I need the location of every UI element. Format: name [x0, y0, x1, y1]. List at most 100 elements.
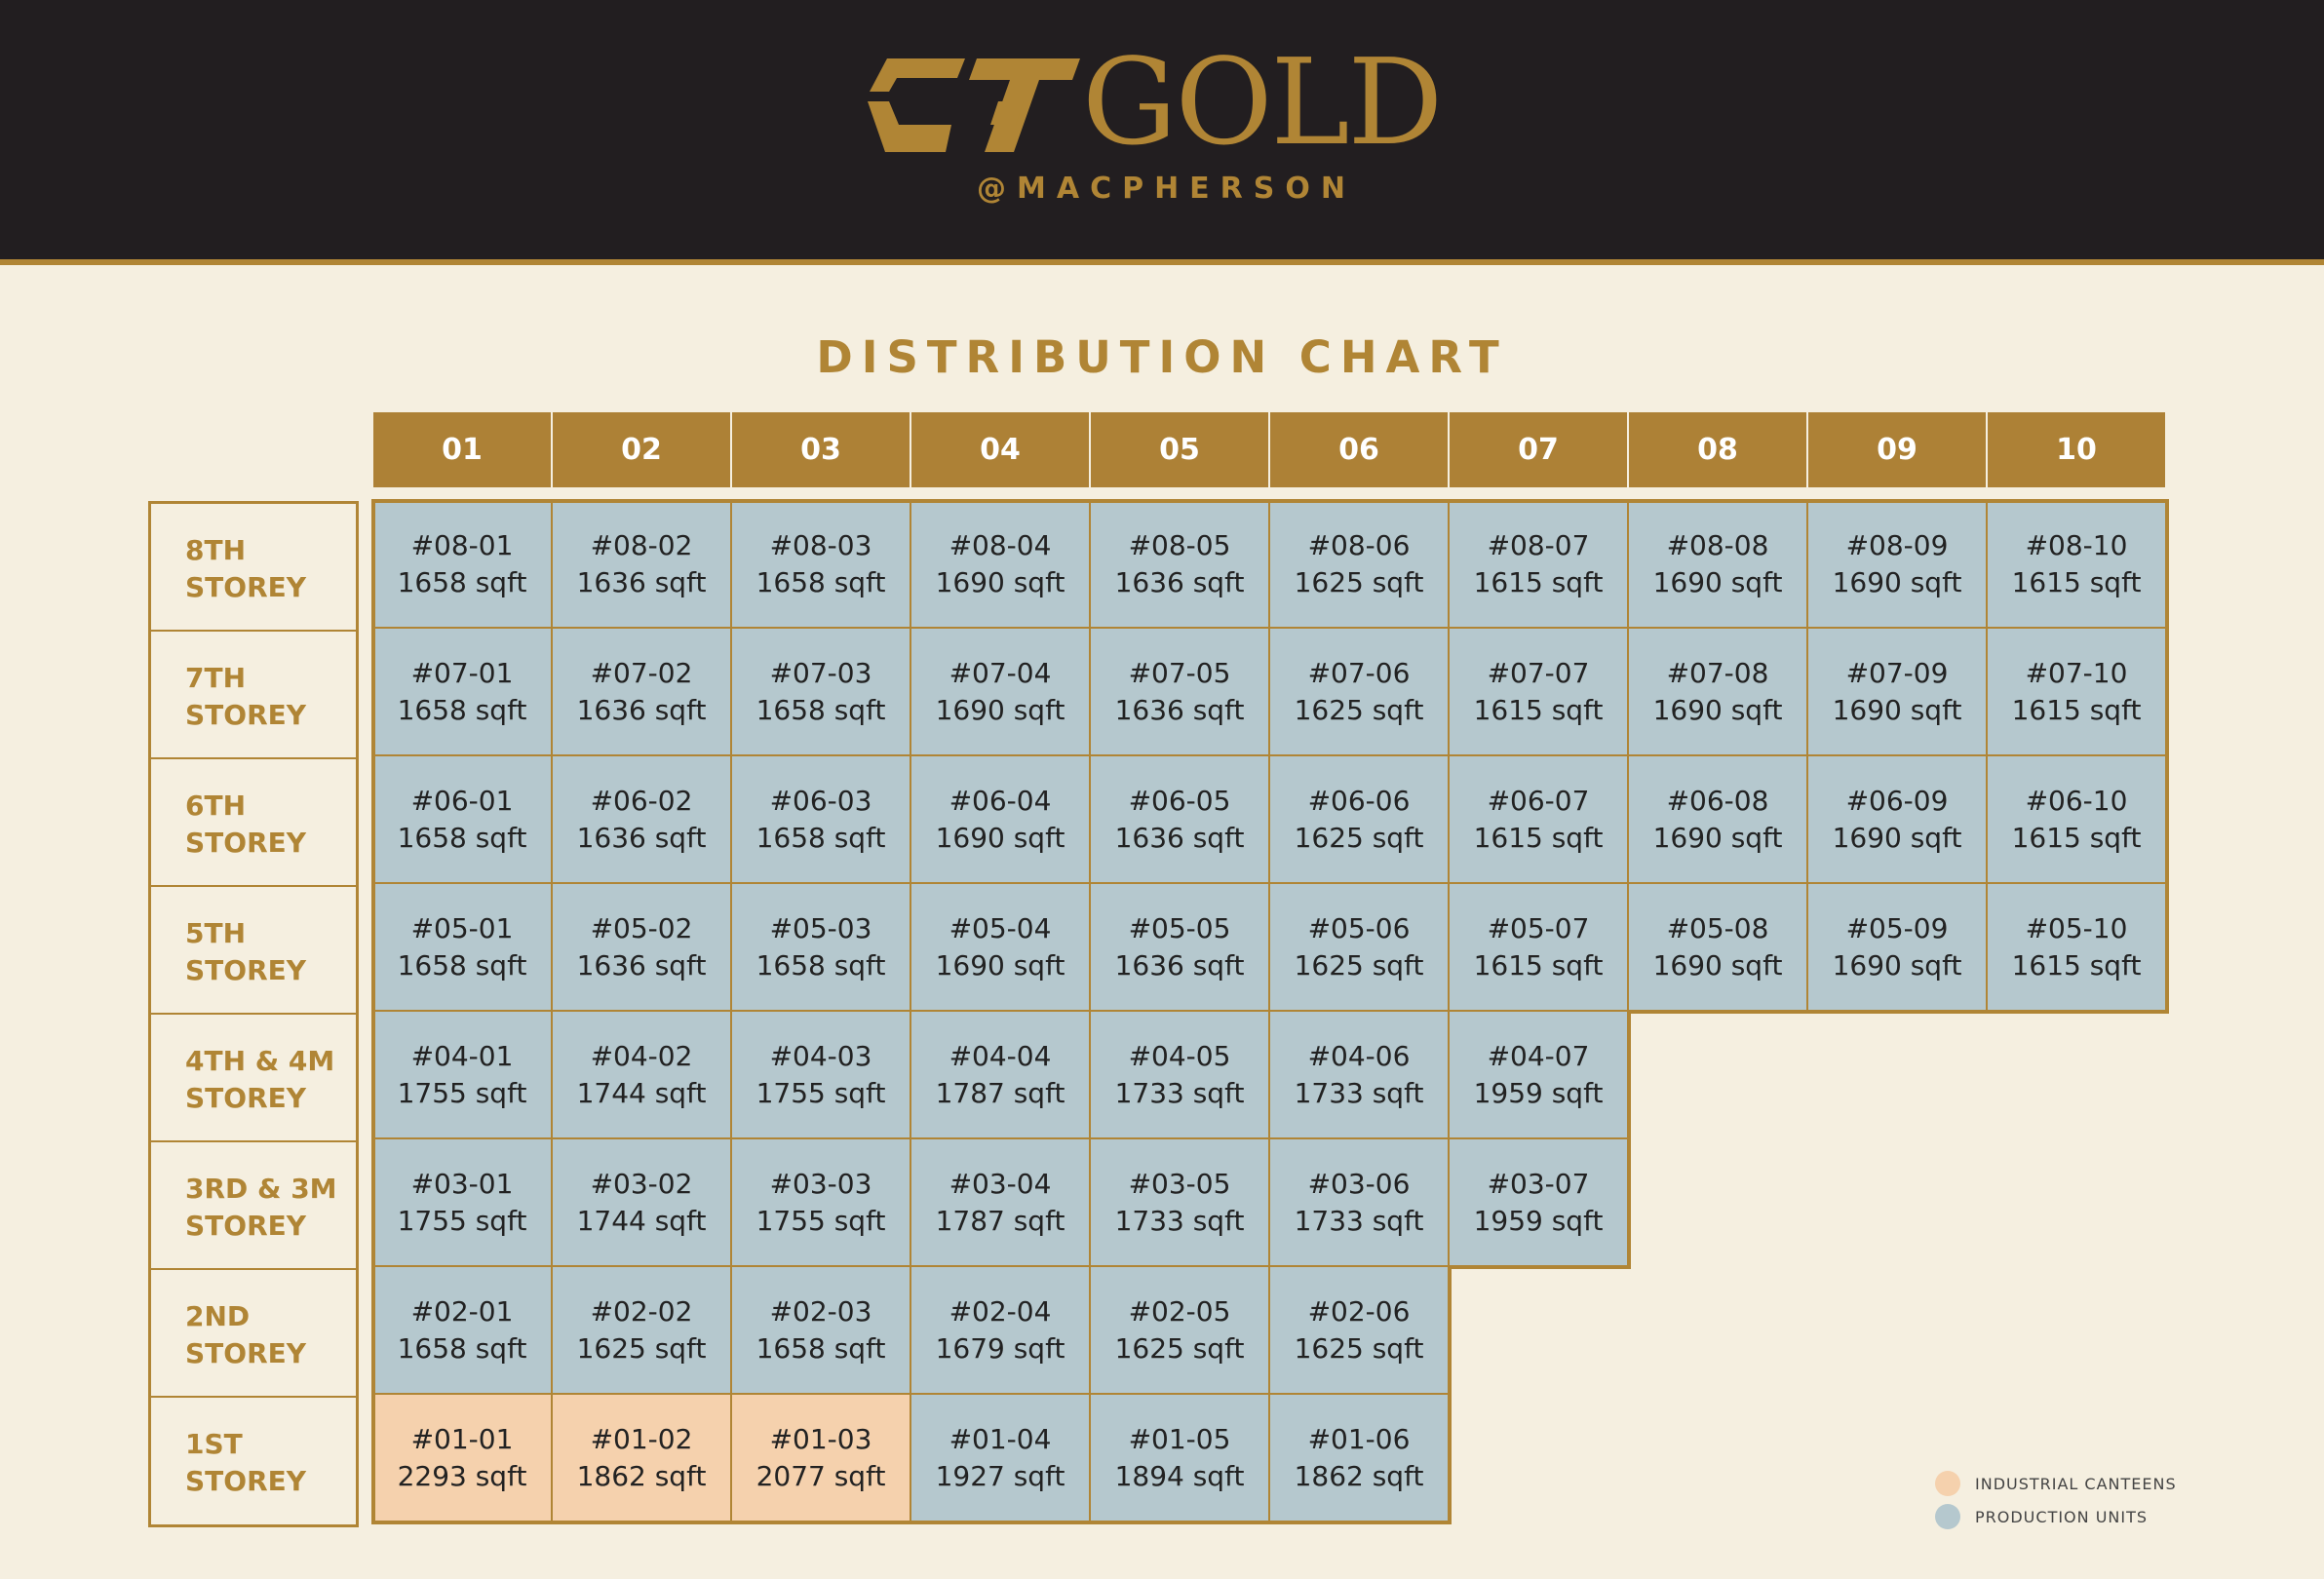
unit-cell: #07-04 1690 sqft	[911, 629, 1091, 756]
storey-label-line: 2ND	[185, 1300, 251, 1332]
unit-size: 1636 sqft	[576, 565, 707, 598]
column-header-05: 05	[1091, 412, 1268, 487]
unit-size: 1615 sqft	[2011, 821, 2142, 854]
unit-cell: #03-04 1787 sqft	[911, 1139, 1091, 1267]
unit-number: #01-01	[410, 1422, 514, 1455]
unit-size: 1690 sqft	[1832, 948, 1962, 982]
unit-number: #05-06	[1307, 911, 1411, 944]
storey-label-line: 1ST	[185, 1428, 243, 1460]
unit-number: #06-02	[590, 784, 693, 817]
unit-number: #02-06	[1307, 1294, 1411, 1328]
unit-size: 1862 sqft	[576, 1459, 707, 1492]
storey-label-line: STOREY	[185, 1465, 307, 1497]
unit-cell: #01-04 1927 sqft	[911, 1395, 1091, 1522]
brand-subtitle: @MACPHERSON	[977, 172, 1356, 206]
storey-label-line: STOREY	[185, 827, 307, 859]
unit-cell: #08-06 1625 sqft	[1270, 501, 1450, 629]
unit-number: #07-03	[769, 656, 872, 689]
unit-number: #07-02	[590, 656, 693, 689]
unit-size: 1615 sqft	[2011, 693, 2142, 726]
unit-number: #06-05	[1128, 784, 1231, 817]
unit-size: 1690 sqft	[935, 565, 1065, 598]
unit-number: #05-09	[1845, 911, 1949, 944]
unit-cell: #08-05 1636 sqft	[1091, 501, 1270, 629]
unit-cell: #04-03 1755 sqft	[732, 1012, 911, 1139]
legend: INDUSTRIAL CANTEENS PRODUCTION UNITS	[1935, 1467, 2177, 1533]
column-header-04: 04	[911, 412, 1089, 487]
unit-cell: #06-02 1636 sqft	[553, 756, 732, 884]
unit-cell: #01-01 2293 sqft	[373, 1395, 553, 1522]
column-header-01: 01	[373, 412, 551, 487]
unit-size: 1690 sqft	[1652, 948, 1783, 982]
unit-number: #07-08	[1666, 656, 1769, 689]
unit-number: #05-10	[2025, 911, 2128, 944]
unit-number: #05-05	[1128, 911, 1231, 944]
unit-number: #02-03	[769, 1294, 872, 1328]
unit-size: 2293 sqft	[397, 1459, 527, 1492]
column-header-07: 07	[1450, 412, 1627, 487]
unit-number: #06-06	[1307, 784, 1411, 817]
unit-number: #08-04	[949, 528, 1052, 561]
unit-number: #06-07	[1487, 784, 1590, 817]
unit-cell: #02-01 1658 sqft	[373, 1267, 553, 1395]
unit-cell: #04-04 1787 sqft	[911, 1012, 1091, 1139]
unit-size: 1636 sqft	[1114, 948, 1245, 982]
unit-size: 1690 sqft	[1832, 565, 1962, 598]
unit-cell: #08-09 1690 sqft	[1808, 501, 1988, 629]
unit-cell: #05-06 1625 sqft	[1270, 884, 1450, 1012]
column-header-02: 02	[553, 412, 730, 487]
unit-cell: #06-01 1658 sqft	[373, 756, 553, 884]
unit-number: #07-10	[2025, 656, 2128, 689]
unit-cell: #06-03 1658 sqft	[732, 756, 911, 884]
column-header-08: 08	[1629, 412, 1806, 487]
unit-size: 1636 sqft	[1114, 693, 1245, 726]
unit-cell: #05-05 1636 sqft	[1091, 884, 1270, 1012]
unit-size: 1894 sqft	[1114, 1459, 1245, 1492]
unit-number: #08-02	[590, 528, 693, 561]
unit-size: 1733 sqft	[1114, 1204, 1245, 1237]
unit-number: #08-01	[410, 528, 514, 561]
unit-cell: #06-10 1615 sqft	[1988, 756, 2167, 884]
unit-number: #03-02	[590, 1167, 693, 1200]
unit-size: 1690 sqft	[1652, 821, 1783, 854]
brand-logo: GOLD @MACPHERSON	[868, 43, 1452, 216]
unit-number: #04-07	[1487, 1039, 1590, 1072]
unit-number: #08-09	[1845, 528, 1949, 561]
unit-size: 1625 sqft	[1294, 948, 1424, 982]
unit-cell: #05-08 1690 sqft	[1629, 884, 1808, 1012]
unit-number: #01-04	[949, 1422, 1052, 1455]
unit-size: 1658 sqft	[755, 565, 886, 598]
unit-number: #01-02	[590, 1422, 693, 1455]
unit-size: 1787 sqft	[935, 1204, 1065, 1237]
storey-labels: 8TH STOREY 7TH STOREY 6TH STOREY 5TH STOREY 4TH …	[148, 501, 359, 1527]
unit-cell: #08-07 1615 sqft	[1450, 501, 1629, 629]
unit-cell: #07-08 1690 sqft	[1629, 629, 1808, 756]
unit-cell: #06-09 1690 sqft	[1808, 756, 1988, 884]
storey-label-line: STOREY	[185, 1337, 307, 1369]
unit-number: #04-01	[410, 1039, 514, 1072]
storey-label: 6TH STOREY	[151, 759, 356, 887]
unit-size: 1636 sqft	[576, 693, 707, 726]
unit-number: #03-05	[1128, 1167, 1231, 1200]
unit-cell: #06-08 1690 sqft	[1629, 756, 1808, 884]
unit-cell: #08-08 1690 sqft	[1629, 501, 1808, 629]
unit-cell: #03-02 1744 sqft	[553, 1139, 732, 1267]
unit-cell: #08-10 1615 sqft	[1988, 501, 2167, 629]
header-banner: GOLD @MACPHERSON	[0, 0, 2324, 265]
unit-size: 1636 sqft	[1114, 565, 1245, 598]
unit-number: #05-08	[1666, 911, 1769, 944]
unit-size: 1690 sqft	[935, 948, 1065, 982]
unit-size: 1615 sqft	[1473, 693, 1604, 726]
unit-size: 1690 sqft	[1652, 693, 1783, 726]
unit-number: #02-02	[590, 1294, 693, 1328]
unit-number: #07-07	[1487, 656, 1590, 689]
unit-cell: #08-02 1636 sqft	[553, 501, 732, 629]
unit-cell: #02-03 1658 sqft	[732, 1267, 911, 1395]
unit-size: 1927 sqft	[935, 1459, 1065, 1492]
storey-label: 3RD & 3M STOREY	[151, 1142, 356, 1270]
unit-cell: #06-04 1690 sqft	[911, 756, 1091, 884]
unit-size: 1755 sqft	[397, 1204, 527, 1237]
unit-number: #02-01	[410, 1294, 514, 1328]
unit-number: #03-07	[1487, 1167, 1590, 1200]
unit-cell: #02-05 1625 sqft	[1091, 1267, 1270, 1395]
